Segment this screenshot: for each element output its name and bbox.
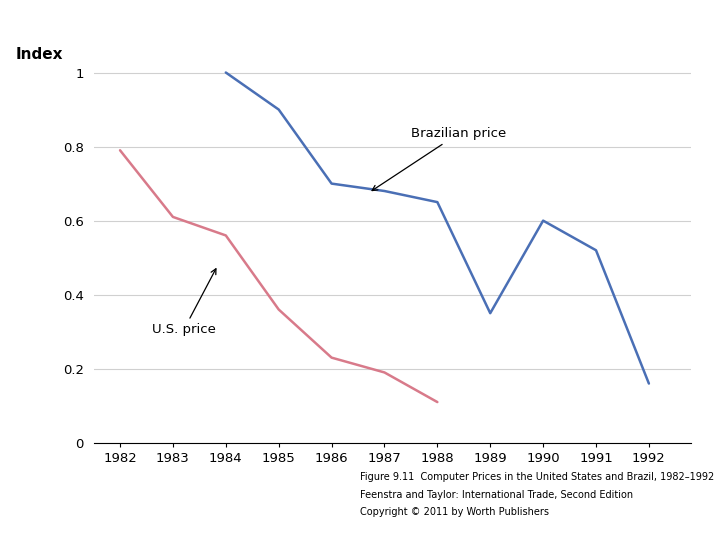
Text: U.S. price: U.S. price [152,269,216,336]
Text: Figure 9.11  Computer Prices in the United States and Brazil, 1982–1992: Figure 9.11 Computer Prices in the Unite… [360,472,714,483]
Text: Copyright © 2011 by Worth Publishers: Copyright © 2011 by Worth Publishers [360,507,549,517]
Text: Feenstra and Taylor: International Trade, Second Edition: Feenstra and Taylor: International Trade… [360,490,633,500]
Text: Brazilian price: Brazilian price [372,127,506,191]
Text: Index: Index [16,46,63,62]
